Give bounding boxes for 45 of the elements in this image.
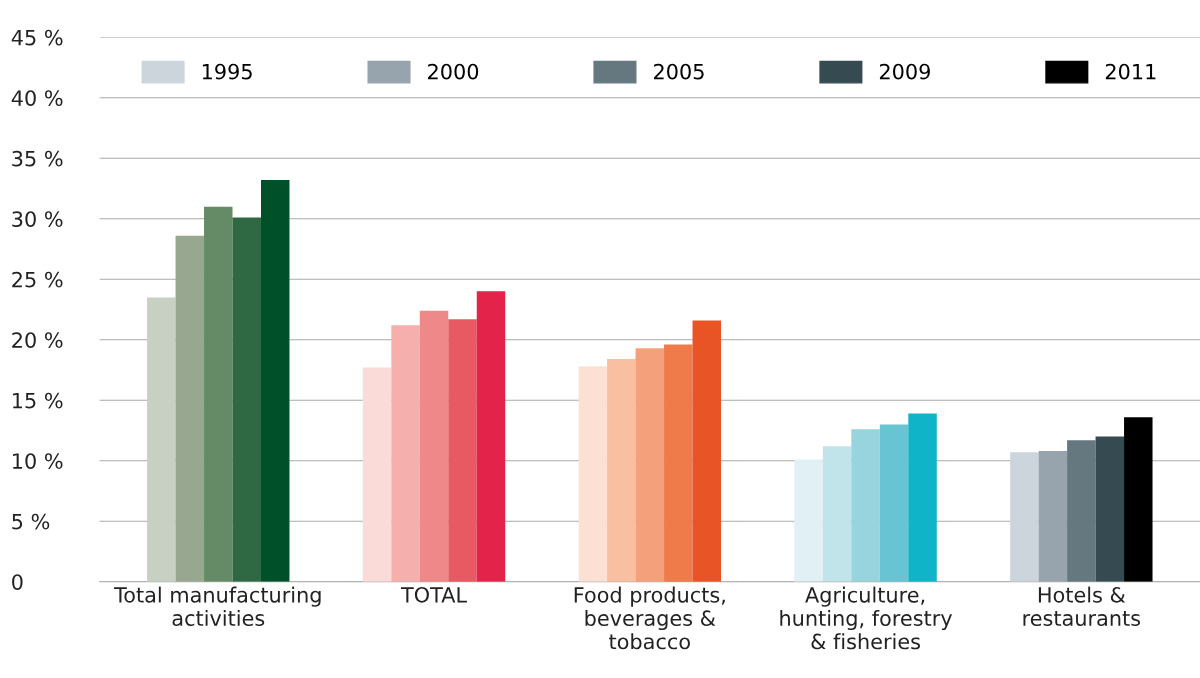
y-tick-label: 40 % <box>11 90 63 106</box>
y-tick-label: 15 % <box>13 392 63 409</box>
bar <box>232 217 261 582</box>
bar <box>147 297 176 582</box>
y-tick-label: 25 % <box>12 271 63 288</box>
bar <box>607 359 636 582</box>
bar <box>664 344 693 582</box>
legend-label: 2000 <box>428 63 479 80</box>
y-tick-label: 45 % <box>11 29 63 46</box>
x-tick-label: Total manufacturing activities <box>113 586 321 627</box>
bar <box>851 429 880 582</box>
x-tick-label: Hotels & restaurants <box>1023 586 1141 627</box>
bar <box>204 206 233 582</box>
bar <box>692 320 721 582</box>
legend-label: 1995 <box>202 63 252 80</box>
y-tick-label: 0 <box>12 574 23 590</box>
bar <box>1124 417 1153 582</box>
bar <box>794 459 823 582</box>
y-tick-label: 30 % <box>12 211 63 227</box>
bar <box>822 446 852 582</box>
bar <box>419 310 449 582</box>
legend-label: 2011 <box>1105 63 1156 80</box>
y-tick-label: 20 % <box>12 332 63 348</box>
bar <box>260 180 290 582</box>
bar <box>1067 440 1096 582</box>
bar <box>578 366 608 582</box>
bar <box>175 235 205 582</box>
bar <box>635 348 665 582</box>
y-tick-label: 10 % <box>13 453 63 469</box>
bar <box>1010 452 1039 582</box>
y-tick-label: 5 % <box>12 513 50 530</box>
x-tick-label: TOTAL <box>400 586 467 603</box>
legend-label: 2009 <box>879 63 930 80</box>
bar <box>1038 451 1068 582</box>
x-tick-label: Food products, beverages & tobacco <box>574 586 725 650</box>
bar <box>879 424 909 582</box>
bar <box>448 319 477 582</box>
y-tick-label: 35 % <box>12 150 63 167</box>
bar <box>391 325 420 582</box>
bar <box>908 413 937 582</box>
x-tick-label: Agriculture, hunting, forestry & fisheries <box>780 586 953 650</box>
bar <box>362 367 392 582</box>
bar <box>1095 436 1125 582</box>
legend-label: 2005 <box>653 63 704 80</box>
bar <box>476 291 506 582</box>
